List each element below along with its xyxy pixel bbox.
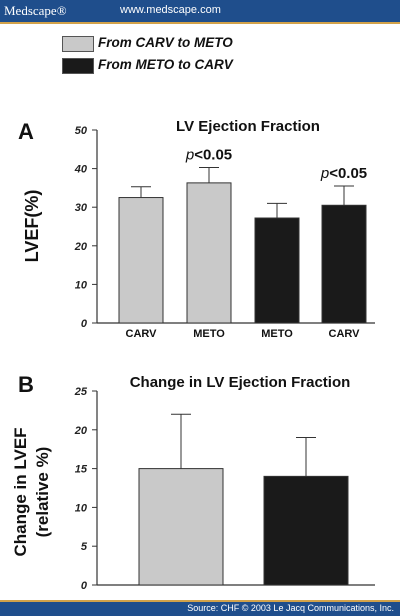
- panel-a-bar: [254, 217, 300, 324]
- panel-b-ytick-label: 15: [75, 464, 88, 476]
- panel-a-ytick-label: 0: [81, 318, 88, 330]
- panel-a-title: LV Ejection Fraction: [176, 118, 320, 135]
- panel-b-ytick-label: 10: [75, 502, 88, 514]
- panel-b-ytick-label: 25: [74, 386, 88, 398]
- panel-a-ytick-label: 20: [74, 241, 88, 253]
- panel-b-ytick-label: 5: [81, 541, 88, 553]
- brand-logo: Medscape®: [4, 3, 67, 18]
- panel-b-bar: [263, 475, 349, 586]
- panel-b-ytick-label: 20: [74, 425, 88, 437]
- panel-b-ylabel-1: Change in LVEF: [11, 427, 30, 556]
- legend-label-meto-to-carv: From METO to CARV: [98, 57, 233, 72]
- legend-swatch-meto-to-carv: [62, 58, 94, 74]
- panel-a-ytick-label: 50: [75, 125, 88, 137]
- panel-a-ylabel-1: LVEF(%): [22, 190, 42, 263]
- footer-source: Source: CHF © 2003 Le Jacq Communication…: [187, 603, 394, 613]
- panel-b-title: Change in LV Ejection Fraction: [130, 374, 351, 391]
- panel-b-ytick-label: 0: [81, 580, 88, 592]
- panel-a-significance-label: p<0.05: [185, 146, 232, 163]
- legend-label-carv-to-meto: From CARV to METO: [98, 35, 233, 50]
- header-bar: Medscape® www.medscape.com: [0, 0, 400, 24]
- panel-b-bar: [138, 468, 224, 586]
- panel-a-bar: [321, 204, 367, 324]
- panel-b-ylabel-2: (relative %): [33, 447, 52, 538]
- panel-a-category-label: CARV: [329, 328, 361, 340]
- panel-a-category-label: CARV: [126, 328, 158, 340]
- brand-url: www.medscape.com: [120, 4, 221, 16]
- panel-a-ytick-label: 10: [75, 279, 88, 291]
- panel-a-letter: A: [18, 119, 34, 144]
- panel-a-bar: [186, 182, 232, 324]
- panel-a-ytick-label: 40: [74, 164, 88, 176]
- panel-a-category-label: METO: [193, 328, 225, 340]
- panel-a-bar: [118, 197, 164, 324]
- footer-bar: Source: CHF © 2003 Le Jacq Communication…: [0, 600, 400, 616]
- panel-a-significance-label: p<0.05: [320, 165, 367, 182]
- legend-swatch-carv-to-meto: [62, 36, 94, 52]
- panel-a-ytick-label: 30: [75, 202, 88, 214]
- panel-a-category-label: METO: [261, 328, 293, 340]
- panel-b-letter: B: [18, 372, 34, 397]
